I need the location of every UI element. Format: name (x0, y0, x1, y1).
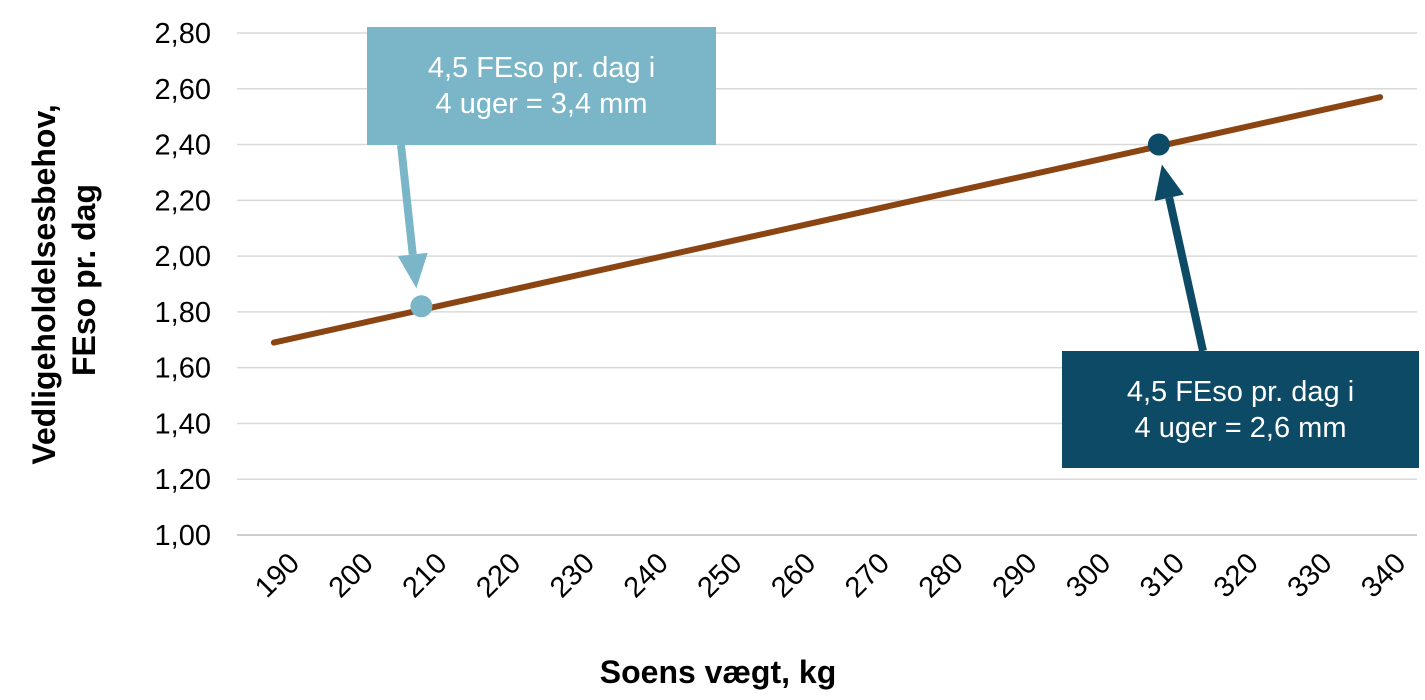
y-tick-label: 2,80 (155, 18, 211, 50)
annotation-arrows (397, 144, 1207, 352)
annotation-callout-light: 4,5 FEso pr. dag i 4 uger = 3,4 mm (367, 27, 716, 145)
gridlines (237, 32, 1417, 536)
y-tick-label: 1,20 (155, 464, 211, 496)
y-tick-label: 1,80 (155, 297, 211, 329)
y-tick-label: 1,00 (155, 520, 211, 552)
highlight-points (410, 133, 1170, 318)
highlight-point (1147, 133, 1170, 156)
annotation-callout-dark: 4,5 FEso pr. dag i 4 uger = 2,6 mm (1062, 351, 1419, 468)
x-tick-label: 270 (839, 547, 896, 604)
x-tick-label: 330 (1282, 547, 1339, 604)
y-axis-title-line-2: FEso pr. dag (66, 184, 102, 376)
annotation-light-line-1: 4,5 FEso pr. dag i (427, 52, 656, 84)
x-tick-label: 210 (397, 547, 454, 604)
x-tick-label: 310 (1134, 547, 1191, 604)
y-tick-label: 1,60 (155, 353, 211, 385)
annotation-dark-line-2: 4 uger = 2,6 mm (1134, 411, 1347, 444)
x-tick-label: 300 (1060, 547, 1117, 604)
x-axis-title: Soens vægt, kg (600, 654, 837, 690)
x-tick-label: 260 (765, 547, 822, 604)
x-tick-label: 200 (323, 547, 380, 604)
x-tick-label: 280 (913, 547, 970, 604)
y-axis-title: Vedligeholdelsesbehov, FEso pr. dag (26, 95, 102, 464)
x-tick-label: 220 (470, 547, 527, 604)
series-line (270, 94, 1384, 346)
annotation-arrow-dark (1154, 164, 1207, 352)
x-tick-label: 190 (249, 547, 306, 604)
x-tick-label: 340 (1355, 547, 1412, 604)
y-tick-labels: 1,00 1,20 1,40 1,60 1,80 2,00 2,20 2,40 2,60 2,80 (155, 18, 211, 552)
annotation-dark-line-1: 4,5 FEso pr. dag i (1126, 375, 1355, 408)
x-tick-label: 250 (692, 547, 749, 604)
x-tick-label: 290 (987, 547, 1044, 604)
x-tick-label: 230 (544, 547, 601, 604)
y-tick-label: 2,40 (155, 130, 211, 162)
highlight-point (410, 295, 433, 318)
annotation-light-line-2: 4 uger = 3,4 mm (435, 88, 648, 120)
y-tick-label: 2,20 (155, 185, 211, 217)
x-tick-label: 240 (618, 547, 675, 604)
y-tick-label: 2,60 (155, 74, 211, 106)
y-tick-label: 1,40 (155, 408, 211, 440)
x-tick-labels: 190 200 210 220 230 240 250 260 270 280 290 300 310 3… (249, 547, 1412, 604)
y-axis-title-line-1: Vedligeholdelsesbehov, (26, 104, 62, 464)
annotation-arrow-light (397, 144, 428, 289)
y-tick-label: 2,00 (155, 241, 211, 273)
x-tick-label: 320 (1208, 547, 1265, 604)
series-layer (270, 94, 1384, 346)
